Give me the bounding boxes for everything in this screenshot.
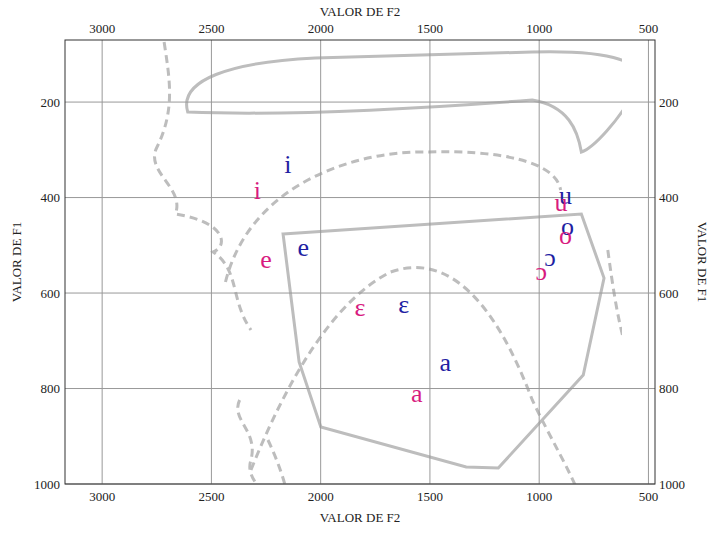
x-tick-label: 1000 [526, 21, 552, 36]
vowel-point: e [297, 233, 309, 262]
y-tick-label: 1000 [34, 477, 60, 492]
vowel-point: a [439, 348, 451, 377]
sketch-dashed [155, 42, 251, 330]
vowel-point: i [254, 176, 261, 205]
y-tick-label: 400 [41, 190, 61, 205]
vowel-point: a [411, 379, 423, 408]
y-tick-label: 400 [659, 190, 679, 205]
y-axis-title: VALOR DE F1 [695, 222, 710, 303]
y-tick-label: 200 [659, 95, 679, 110]
x-tick-label: 1000 [526, 489, 552, 504]
y-tick-label: 1000 [659, 477, 685, 492]
x-tick-label: 2500 [198, 489, 224, 504]
y-tick-label: 200 [41, 95, 61, 110]
grid-line-x [320, 40, 321, 484]
vowel-point: ɔ [536, 257, 548, 286]
vowel-point: e [260, 245, 272, 274]
grid-line-y [65, 388, 655, 389]
vowel-point: ɛ [398, 290, 409, 319]
grid-line-x [102, 40, 103, 484]
vowel-point: u [555, 188, 568, 217]
y-tick-label: 800 [41, 381, 61, 396]
sketch-outline [283, 214, 604, 468]
x-tick-label: 500 [639, 21, 659, 36]
grid-line-x [648, 40, 649, 484]
y-tick-label: 600 [41, 286, 61, 301]
vowel-point: o [559, 221, 572, 250]
x-axis-title: VALOR DE F2 [320, 510, 401, 525]
vowel-point: ɛ [355, 293, 366, 322]
grid-line-x [211, 40, 212, 484]
x-tick-label: 2000 [308, 489, 334, 504]
points: ieɛaɔouieɛaɔou [254, 150, 574, 408]
x-tick-label: 2000 [308, 21, 334, 36]
x-tick-label: 500 [639, 489, 659, 504]
plot-frame [65, 40, 655, 484]
grid-line-y [65, 102, 655, 103]
sketch-dashed [268, 440, 291, 484]
x-tick-label: 1500 [417, 21, 443, 36]
x-tick-label: 3000 [89, 489, 115, 504]
x-axis-title: VALOR DE F2 [320, 4, 401, 19]
x-tick-label: 1500 [417, 489, 443, 504]
y-tick-label: 800 [659, 381, 679, 396]
grid-line-x [429, 40, 430, 484]
y-tick-label: 600 [659, 286, 679, 301]
sketch-dashed [608, 250, 622, 420]
x-tick-label: 3000 [89, 21, 115, 36]
x-tick-label: 2500 [198, 21, 224, 36]
sketch-dashed [251, 268, 581, 484]
sketch [155, 42, 622, 484]
sketch-dashed [238, 400, 273, 484]
y-axis-title: VALOR DE F1 [9, 222, 24, 303]
vowel-point: i [284, 150, 291, 179]
chart: 3000 3000 2500 2500 2000 2000 1500 1500 1000 1000… [0, 0, 716, 542]
sketch-dashed [225, 152, 560, 282]
